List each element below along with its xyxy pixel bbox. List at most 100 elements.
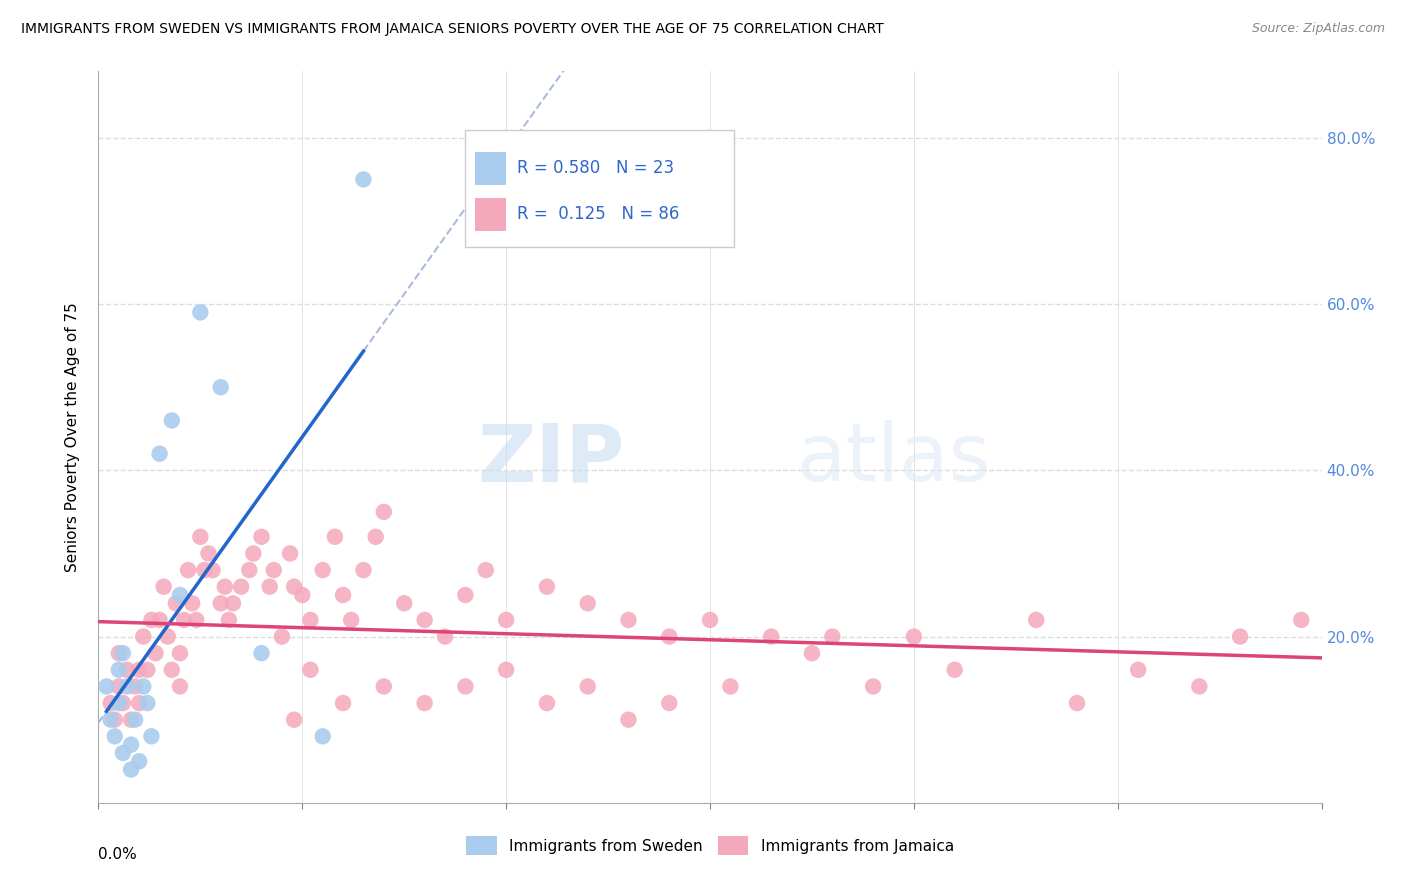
Point	[160, 413, 183, 427]
Point	[1025, 613, 1047, 627]
Point	[658, 696, 681, 710]
Point	[214, 580, 236, 594]
Point	[96, 680, 118, 694]
Point	[169, 680, 191, 694]
Point	[115, 680, 138, 694]
Point	[699, 613, 721, 627]
Point	[242, 546, 264, 560]
Point	[108, 680, 131, 694]
Point	[1291, 613, 1313, 627]
Point	[169, 588, 191, 602]
Point	[454, 680, 477, 694]
Text: IMMIGRANTS FROM SWEDEN VS IMMIGRANTS FROM JAMAICA SENIORS POVERTY OVER THE AGE O: IMMIGRANTS FROM SWEDEN VS IMMIGRANTS FRO…	[21, 22, 884, 37]
Point	[250, 646, 273, 660]
Point	[100, 696, 122, 710]
Text: Source: ZipAtlas.com: Source: ZipAtlas.com	[1251, 22, 1385, 36]
Text: R = 0.580   N = 23: R = 0.580 N = 23	[517, 159, 673, 177]
Point	[193, 563, 215, 577]
Point	[536, 580, 558, 594]
Point	[209, 596, 232, 610]
Point	[332, 696, 354, 710]
Point	[149, 613, 172, 627]
Point	[100, 713, 122, 727]
Point	[238, 563, 260, 577]
Point	[299, 613, 322, 627]
Point	[250, 530, 273, 544]
Point	[124, 680, 146, 694]
Point	[128, 663, 150, 677]
Text: ZIP: ZIP	[477, 420, 624, 498]
Point	[283, 713, 305, 727]
FancyBboxPatch shape	[475, 152, 506, 185]
Legend: Immigrants from Sweden, Immigrants from Jamaica: Immigrants from Sweden, Immigrants from …	[460, 830, 960, 861]
Point	[263, 563, 285, 577]
FancyBboxPatch shape	[465, 130, 734, 247]
Point	[124, 713, 146, 727]
Point	[658, 630, 681, 644]
Point	[132, 680, 155, 694]
Point	[222, 596, 245, 610]
Point	[188, 305, 212, 319]
Point	[132, 630, 155, 644]
Point	[111, 746, 134, 760]
Point	[617, 713, 640, 727]
Point	[165, 596, 187, 610]
Point	[156, 630, 179, 644]
Point	[373, 505, 395, 519]
Point	[120, 763, 142, 777]
Point	[340, 613, 363, 627]
Point	[111, 696, 134, 710]
Point	[201, 563, 224, 577]
Point	[454, 588, 477, 602]
Point	[718, 680, 742, 694]
Point	[145, 646, 167, 660]
Point	[104, 729, 127, 743]
Point	[108, 646, 131, 660]
Point	[259, 580, 281, 594]
Point	[115, 663, 138, 677]
Point	[413, 696, 436, 710]
Point	[474, 563, 498, 577]
Point	[278, 546, 301, 560]
Point	[141, 613, 163, 627]
Point	[392, 596, 416, 610]
Point	[128, 754, 150, 768]
Point	[1229, 630, 1251, 644]
Text: R =  0.125   N = 86: R = 0.125 N = 86	[517, 205, 679, 223]
Point	[332, 588, 354, 602]
Point	[283, 580, 305, 594]
Point	[903, 630, 925, 644]
Point	[136, 663, 159, 677]
Point	[136, 696, 159, 710]
Point	[108, 696, 131, 710]
Point	[186, 613, 208, 627]
Point	[209, 380, 232, 394]
Point	[352, 172, 374, 186]
Point	[576, 680, 599, 694]
Point	[108, 663, 131, 677]
Point	[197, 546, 219, 560]
Point	[231, 580, 253, 594]
Point	[169, 646, 191, 660]
Point	[152, 580, 174, 594]
Point	[373, 680, 395, 694]
Point	[801, 646, 824, 660]
FancyBboxPatch shape	[475, 198, 506, 231]
Point	[177, 563, 200, 577]
Point	[120, 713, 142, 727]
Point	[761, 630, 783, 644]
Point	[299, 663, 322, 677]
Point	[188, 530, 212, 544]
Point	[160, 663, 183, 677]
Point	[821, 630, 844, 644]
Point	[434, 630, 457, 644]
Point	[323, 530, 346, 544]
Point	[352, 563, 374, 577]
Text: 0.0%: 0.0%	[98, 847, 138, 862]
Point	[495, 663, 517, 677]
Point	[576, 596, 599, 610]
Point	[181, 596, 204, 610]
Point	[149, 447, 172, 461]
Point	[104, 713, 127, 727]
Point	[270, 630, 294, 644]
